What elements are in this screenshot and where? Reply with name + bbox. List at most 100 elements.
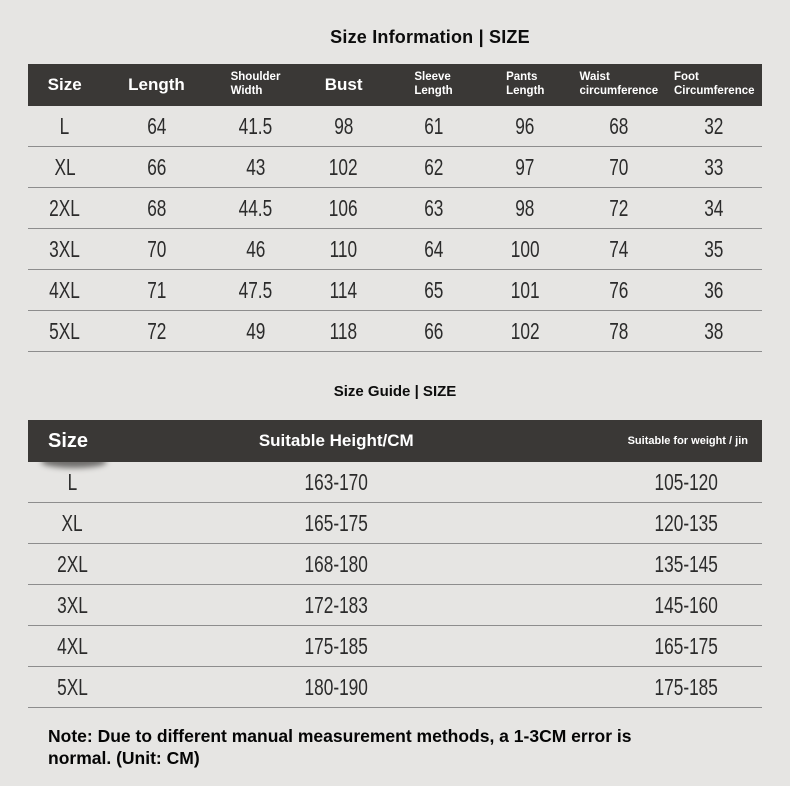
table-row: L 163-170 105-120	[28, 462, 762, 503]
table-cell-value: 66	[146, 153, 167, 180]
table-cell-value: 41.5	[238, 112, 273, 139]
table-row: 2XL 68 44.5 106 63 98 72 34	[28, 188, 762, 229]
column-header-label: Sleeve Length	[414, 71, 453, 97]
table-cell-value: 68	[609, 112, 629, 139]
size-guide-table-header: Size Suitable Height/CM Suitable for wei…	[28, 420, 762, 468]
column-header-label: Foot Circumference	[673, 71, 755, 97]
table-cell-value: 43	[245, 153, 266, 180]
table-cell-value: 168-180	[304, 550, 368, 577]
table-cell-value: 102	[329, 153, 358, 180]
table-cell-value: 38	[704, 317, 724, 344]
table-cell-value: XL	[61, 509, 83, 536]
table-cell: 175-185	[556, 674, 762, 701]
table-cell: 72	[101, 318, 211, 345]
table-cell: 3XL	[28, 592, 116, 619]
column-header-label: Length	[128, 74, 185, 94]
column-header-label: Size	[47, 74, 82, 94]
size-information-table-body: L 64 41.5 98 61 96 68 32 XL 66 43 102 62 97 70 33 2XL 68 4…	[28, 106, 762, 352]
table-cell: 97	[479, 154, 571, 181]
table-cell: 43	[211, 154, 299, 181]
table-row: XL 165-175 120-135	[28, 503, 762, 544]
table-cell-value: 70	[146, 235, 167, 262]
table-cell: 66	[388, 318, 480, 345]
table-row: XL 66 43 102 62 97 70 33	[28, 147, 762, 188]
table-cell-value: 114	[329, 276, 358, 303]
table-cell: XL	[28, 510, 116, 537]
table-cell-value: 70	[609, 153, 629, 180]
column-header: Foot Circumference	[667, 71, 762, 99]
column-header-label: Shoulder Width	[230, 71, 281, 97]
table-cell-value: 36	[704, 276, 724, 303]
table-cell-value: 172-183	[304, 591, 368, 618]
table-cell: 120-135	[556, 510, 762, 537]
table-cell: 4XL	[28, 277, 101, 304]
column-header-label: Waist circumference	[579, 71, 659, 97]
table-cell: 5XL	[28, 318, 101, 345]
column-header-label: Suitable for weight / jin	[627, 435, 748, 447]
table-row: 4XL 71 47.5 114 65 101 76 36	[28, 270, 762, 311]
table-cell-value: 102	[510, 317, 540, 344]
table-cell-value: 120-135	[654, 509, 718, 536]
table-cell: 165-175	[556, 633, 762, 660]
size-information-table-header: Size Length Shoulder Width Bust Sleeve Lengt…	[28, 64, 762, 106]
table-cell: 66	[101, 154, 211, 181]
table-cell-value: 63	[423, 194, 444, 221]
table-cell-value: 65	[423, 276, 444, 303]
table-cell: 2XL	[28, 551, 116, 578]
column-header-suitable-weight: Suitable for weight / jin	[556, 435, 762, 447]
table-cell: 65	[388, 277, 480, 304]
table-cell-value: 175-185	[654, 673, 718, 700]
table-cell: 64	[388, 236, 480, 263]
table-cell: 175-185	[116, 633, 556, 660]
size-information-title: Size Information | SIZE	[330, 27, 530, 47]
table-cell: 168-180	[116, 551, 556, 578]
table-cell: 32	[667, 113, 762, 140]
table-cell: 62	[388, 154, 480, 181]
table-cell-value: 118	[329, 317, 358, 344]
table-cell-value: 165-175	[304, 509, 368, 536]
table-cell: 118	[300, 318, 388, 345]
column-header: Size	[28, 75, 101, 95]
table-cell: 145-160	[556, 592, 762, 619]
table-cell-value: 74	[609, 235, 629, 262]
table-cell-value: 105-120	[654, 468, 718, 495]
table-cell-value: 46	[245, 235, 266, 262]
table-cell-value: 135-145	[654, 550, 718, 577]
table-cell-value: 100	[510, 235, 540, 262]
table-cell: 163-170	[116, 469, 556, 496]
table-cell: 180-190	[116, 674, 556, 701]
table-cell: 38	[667, 318, 762, 345]
table-cell: 72	[571, 195, 666, 222]
table-cell-value: 5XL	[56, 673, 88, 700]
column-header: Bust	[300, 75, 388, 95]
table-cell: 114	[300, 277, 388, 304]
table-cell: 100	[479, 236, 571, 263]
table-cell-value: 98	[333, 112, 354, 139]
table-cell: 71	[101, 277, 211, 304]
table-cell: 110	[300, 236, 388, 263]
table-cell-value: 68	[146, 194, 167, 221]
column-header: Shoulder Width	[211, 71, 299, 99]
size-guide-table: Size Suitable Height/CM Suitable for wei…	[28, 420, 762, 708]
table-cell: 33	[667, 154, 762, 181]
table-cell: 96	[479, 113, 571, 140]
table-cell-value: 3XL	[49, 235, 81, 262]
table-row: L 64 41.5 98 61 96 68 32	[28, 106, 762, 147]
table-cell-value: 3XL	[56, 591, 88, 618]
table-cell: 35	[667, 236, 762, 263]
table-cell: 5XL	[28, 674, 116, 701]
table-cell-value: 47.5	[238, 276, 273, 303]
table-cell-value: 34	[704, 194, 724, 221]
table-cell-value: 4XL	[56, 632, 88, 659]
table-cell: 78	[571, 318, 666, 345]
table-cell: 2XL	[28, 195, 101, 222]
table-cell: 49	[211, 318, 299, 345]
table-cell-value: 61	[423, 112, 444, 139]
table-cell: XL	[28, 154, 101, 181]
table-cell-value: 33	[704, 153, 724, 180]
table-cell: 106	[300, 195, 388, 222]
table-row: 5XL 180-190 175-185	[28, 667, 762, 708]
size-guide-table-body: L 163-170 105-120 XL 165-175 120-135 2XL 168-18…	[28, 462, 762, 708]
table-cell: 68	[571, 113, 666, 140]
table-cell: 98	[300, 113, 388, 140]
